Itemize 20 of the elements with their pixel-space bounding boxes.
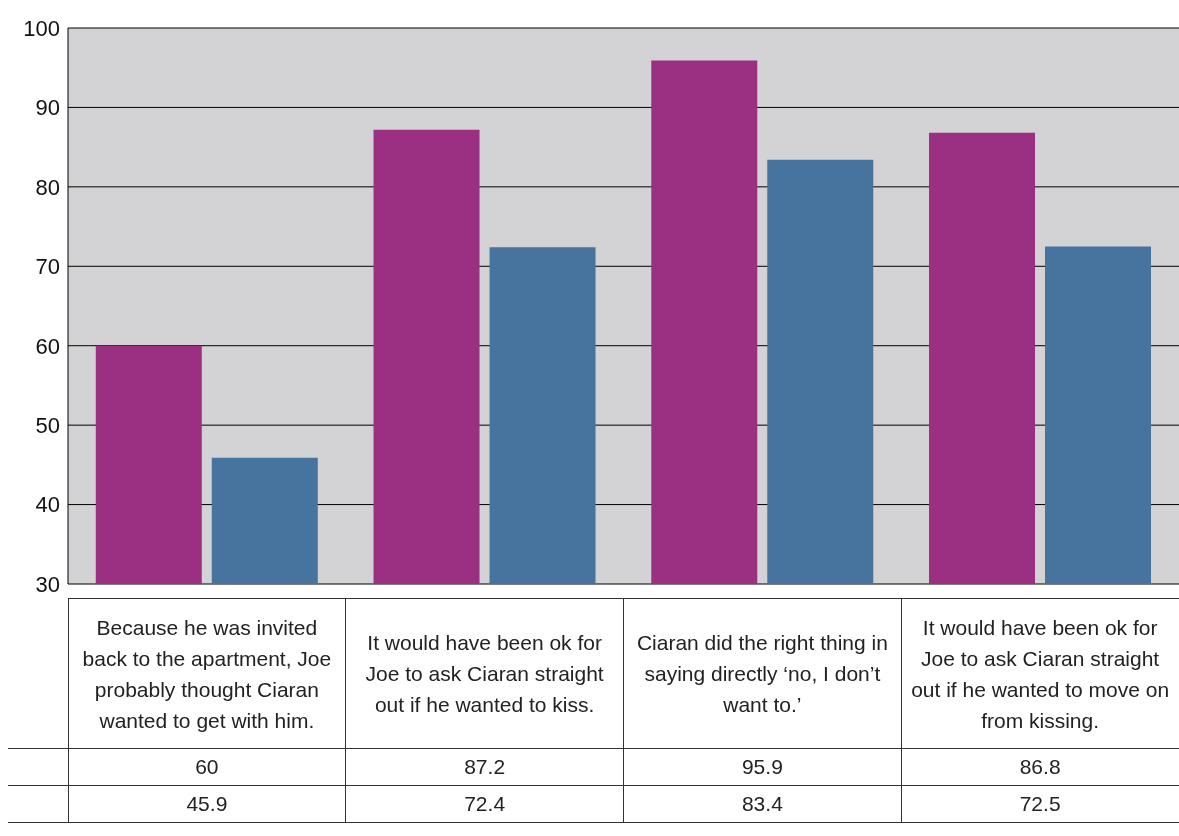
y-tick-label: 40 (35, 492, 60, 518)
x-tick-label: It would have been ok for Joe to ask Ciaran straight out if he wanted to kiss. (345, 598, 624, 749)
x-tick-label: Ciaran did the right thing in saying directly ‘no, I don’t want to.’ (623, 598, 902, 749)
data-label: 95.9 (623, 748, 902, 786)
y-tick-label: 30 (35, 571, 60, 597)
y-tick-label: 90 (35, 95, 60, 121)
x-tick-label: Because he was invited back to the apartment, Joe probably thought Ciaran wanted to get with him. (68, 598, 346, 749)
y-tick-label: 80 (35, 174, 60, 200)
y-tick-label: 60 (35, 333, 60, 359)
x-tick-label: It would have been ok for Joe to ask Ciaran straight out if he wanted to move on from kissing. (901, 598, 1179, 749)
data-label: 83.4 (623, 785, 902, 823)
data-label: 72.5 (901, 785, 1179, 823)
y-tick-label: 100 (23, 15, 60, 41)
data-label: 45.9 (68, 785, 346, 823)
data-label: 87.2 (345, 748, 624, 786)
data-label: 60 (68, 748, 346, 786)
y-tick-label: 70 (35, 254, 60, 280)
data-label: 72.4 (345, 785, 624, 823)
data-label: 86.8 (901, 748, 1179, 786)
y-tick-label: 50 (35, 412, 60, 438)
